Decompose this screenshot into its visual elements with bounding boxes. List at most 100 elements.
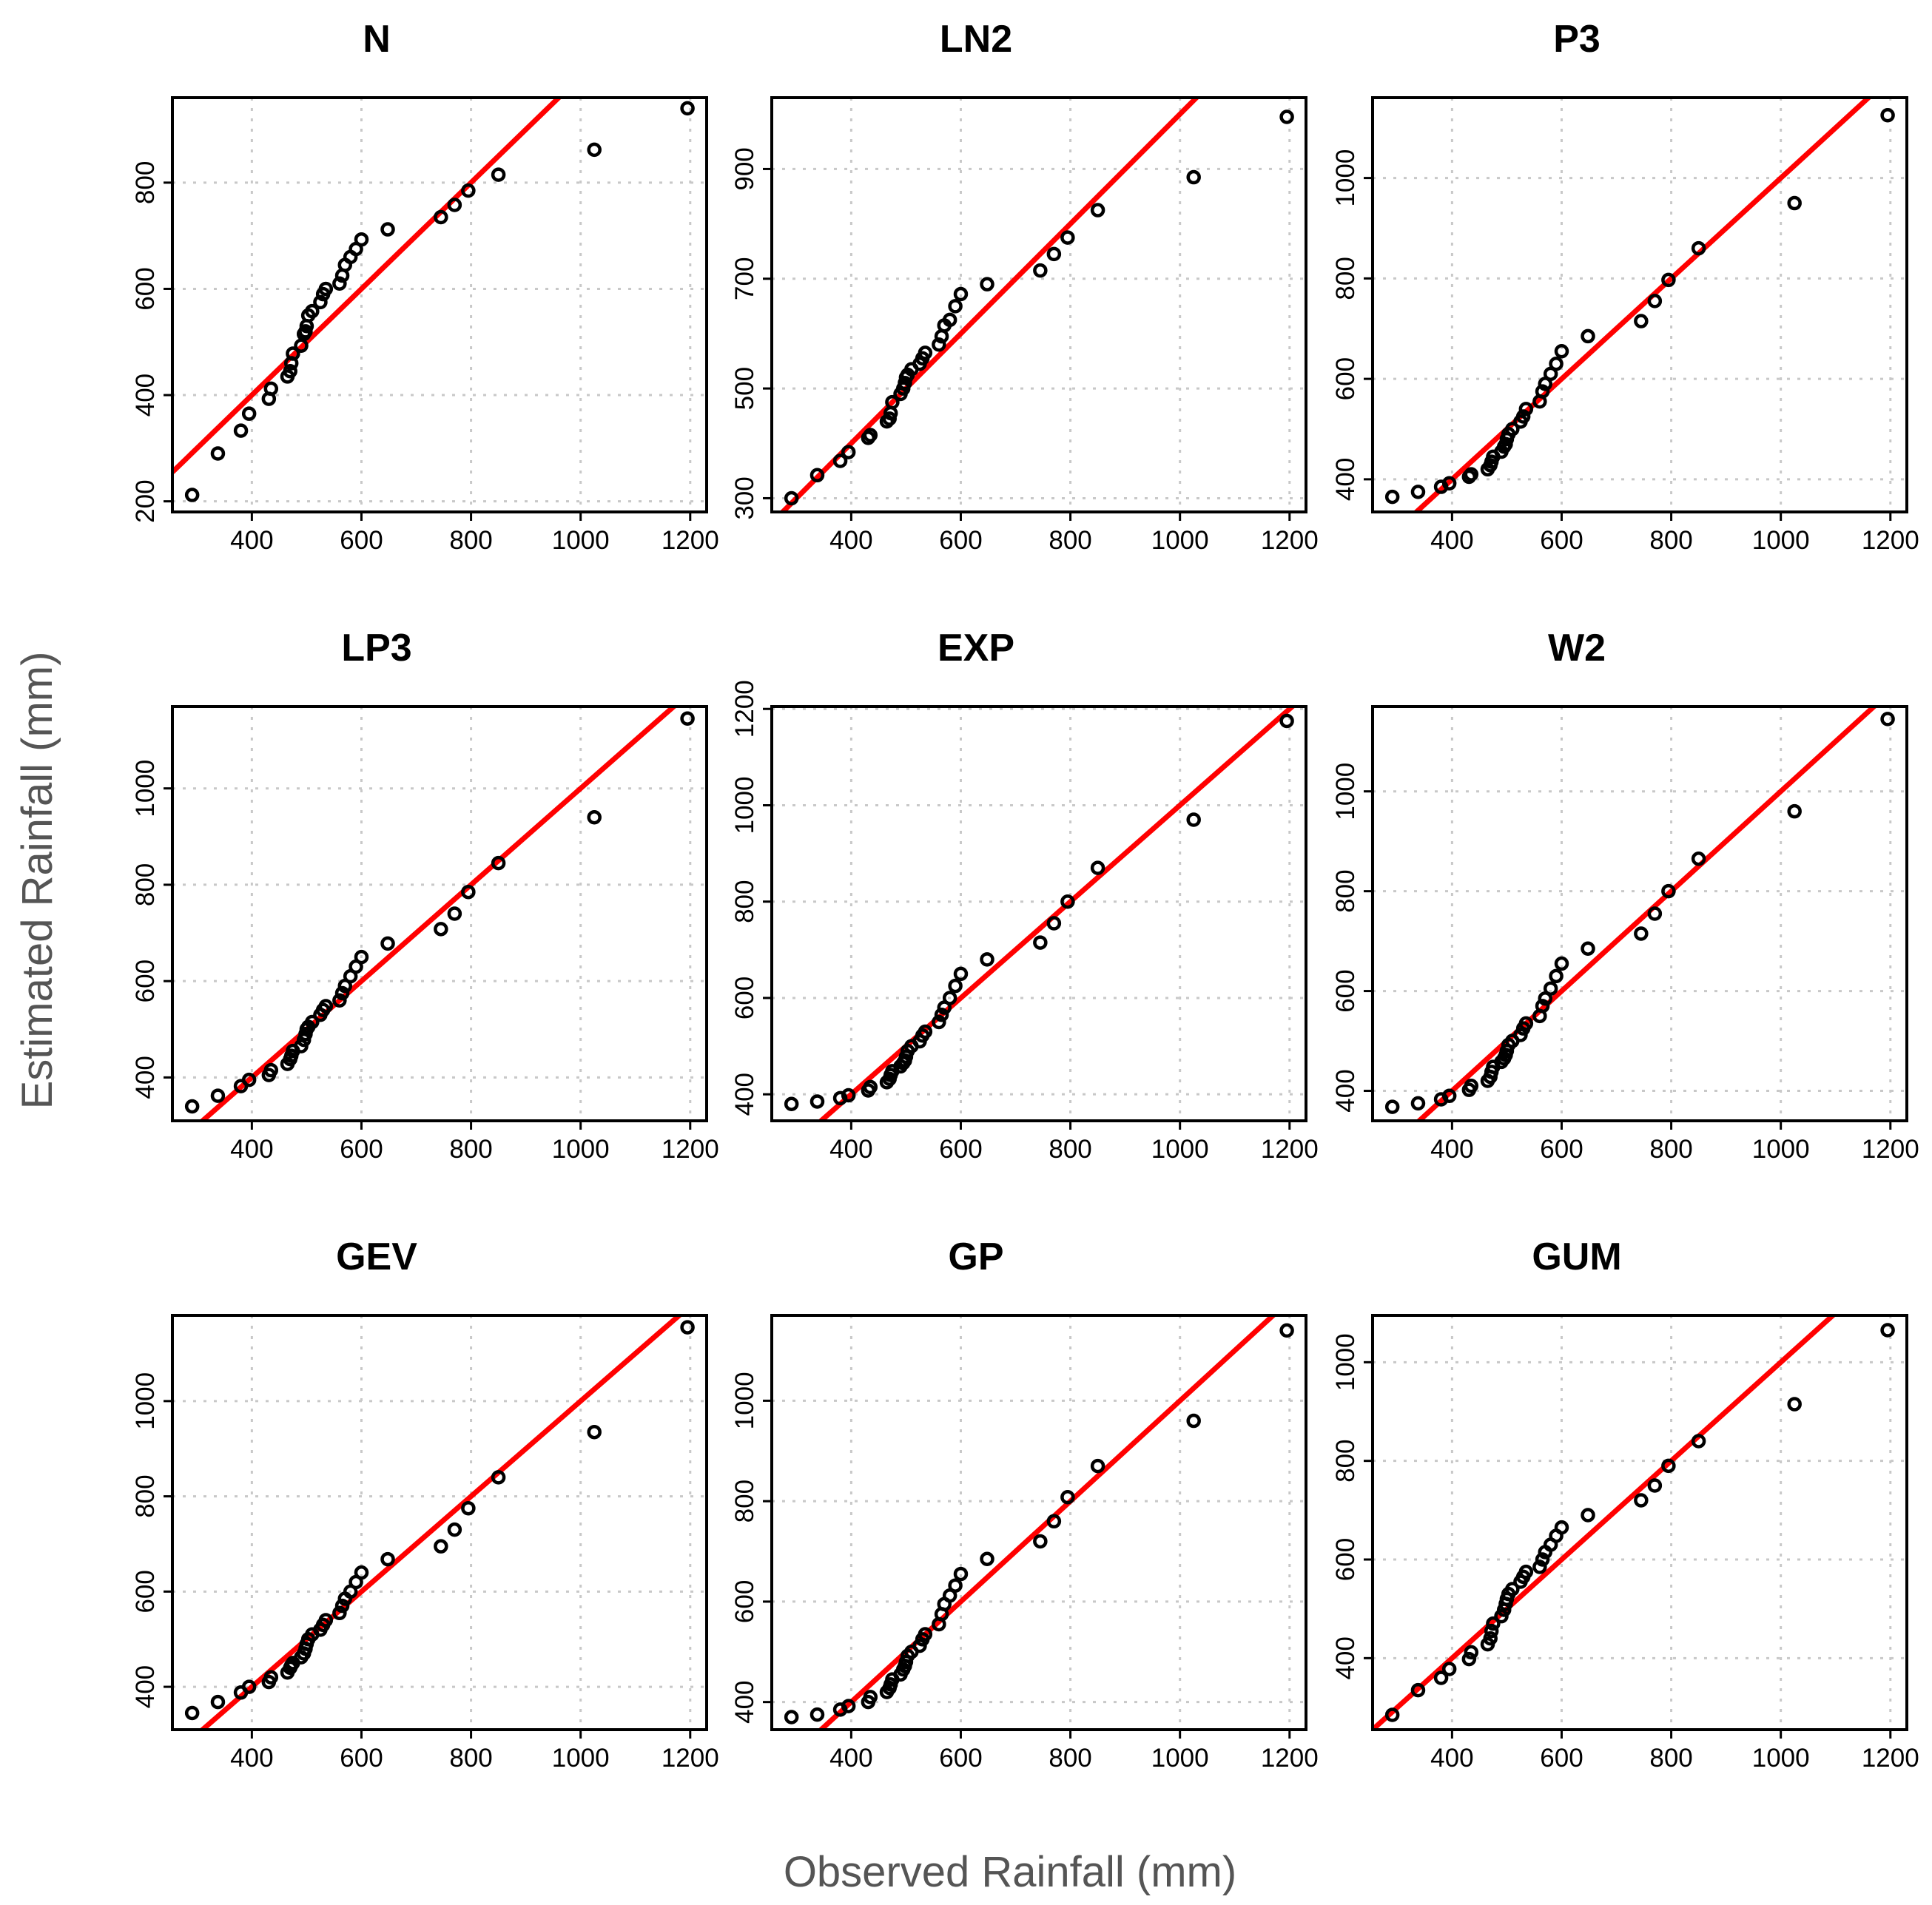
data-point — [1060, 230, 1075, 245]
x-tick-label: 1000 — [552, 526, 610, 555]
data-point — [1279, 713, 1294, 729]
data-point — [332, 1605, 347, 1621]
panel-gp: GP 400 600 800 1000 1200 400 600 800 1000 — [730, 1235, 1319, 1773]
data-point — [1518, 402, 1534, 417]
data-point — [332, 993, 347, 1008]
plot-frame — [171, 705, 708, 1122]
reference-line — [1415, 707, 1878, 1121]
data-layer — [778, 98, 1294, 512]
y-tick-label: 800 — [131, 863, 160, 906]
x-tick-label: 1200 — [1862, 1744, 1919, 1773]
y-tick-label: 800 — [730, 880, 759, 923]
data-point — [784, 490, 799, 506]
x-tick-label: 1200 — [1862, 1135, 1919, 1164]
data-point — [1661, 1458, 1676, 1474]
plot-frame — [1371, 1314, 1908, 1731]
panel-title: LP3 — [341, 627, 411, 670]
data-point — [1410, 1096, 1426, 1111]
panel-gum: GUM 400 600 800 1000 1200 400 600 800 1000 — [1331, 1235, 1919, 1773]
data-point — [810, 1094, 825, 1109]
data-point — [1691, 852, 1706, 866]
y-tick-label: 800 — [1331, 869, 1360, 912]
y-tick-label: 1000 — [730, 777, 759, 835]
data-point — [1464, 1079, 1479, 1093]
panel-title: EXP — [938, 627, 1014, 670]
plot-frame — [1371, 705, 1908, 1122]
panel-w2: W2 400 600 800 1000 1200 400 600 800 1000 — [1331, 627, 1919, 1164]
x-tick-label: 1000 — [552, 1744, 610, 1773]
data-layer — [784, 707, 1296, 1121]
x-tick-label: 1200 — [662, 526, 719, 555]
data-layer — [1384, 707, 1895, 1121]
data-point — [1484, 1623, 1499, 1639]
data-point — [953, 286, 969, 302]
x-tick-label: 1000 — [1151, 526, 1209, 555]
data-point — [1046, 246, 1062, 262]
y-tick-label: 400 — [1331, 1069, 1360, 1112]
y-tick-label: 400 — [730, 1073, 759, 1116]
x-tick-label: 600 — [1540, 1744, 1583, 1773]
y-tick-label: 800 — [131, 161, 160, 204]
x-tick-label: 400 — [230, 1744, 273, 1773]
data-point — [1441, 1662, 1457, 1676]
plot-frame — [770, 96, 1307, 513]
data-point — [1647, 294, 1663, 308]
data-point — [283, 363, 297, 379]
data-point — [233, 423, 249, 438]
reference-line — [1373, 1315, 1837, 1730]
plot-frame — [770, 705, 1307, 1122]
x-tick-label: 1000 — [1752, 1744, 1810, 1773]
data-point — [1518, 1564, 1534, 1579]
y-tick-label: 600 — [131, 960, 160, 1002]
y-tick-label: 600 — [1331, 1538, 1360, 1581]
data-point — [932, 337, 946, 352]
data-point — [491, 167, 506, 182]
reference-line — [778, 98, 1200, 512]
y-axis-label: Estimated Rainfall (mm) — [13, 652, 61, 1110]
data-point — [305, 303, 320, 319]
data-point — [1691, 1434, 1706, 1449]
data-point — [587, 1424, 602, 1440]
data-point — [461, 1500, 476, 1516]
x-axis-label: Observed Rainfall (mm) — [784, 1848, 1236, 1896]
data-layer — [1384, 98, 1895, 512]
reference-line — [172, 98, 563, 474]
data-point — [1661, 272, 1676, 288]
data-point — [918, 345, 933, 360]
data-point — [918, 1024, 933, 1039]
data-point — [263, 381, 279, 397]
y-tick-label: 500 — [730, 367, 759, 410]
x-tick-label: 800 — [1649, 1135, 1692, 1164]
x-tick-label: 600 — [939, 526, 982, 555]
panel-title: GEV — [336, 1235, 417, 1278]
data-point — [1543, 981, 1558, 996]
data-point — [1384, 1707, 1400, 1722]
data-point — [1486, 1616, 1501, 1631]
data-point — [841, 445, 856, 459]
data-point — [380, 936, 395, 951]
data-point — [184, 1099, 200, 1114]
x-tick-label: 400 — [829, 1135, 872, 1164]
data-point — [434, 922, 448, 937]
data-point — [1505, 1582, 1520, 1597]
data-point — [1441, 476, 1457, 491]
data-layer — [172, 98, 695, 502]
panel-p3: P3 400 600 800 1000 1200 400 600 800 1000 — [1331, 18, 1919, 555]
data-point — [1880, 108, 1895, 123]
data-point — [447, 198, 462, 212]
panel-title: W2 — [1548, 627, 1606, 670]
x-tick-label: 400 — [230, 1135, 273, 1164]
data-point — [461, 884, 476, 900]
data-point — [305, 1014, 320, 1030]
data-point — [1046, 1514, 1062, 1529]
x-tick-label: 400 — [230, 526, 273, 555]
data-point — [1384, 489, 1400, 505]
y-tick-label: 1200 — [730, 680, 759, 738]
y-tick-label: 600 — [131, 267, 160, 310]
y-tick-label: 600 — [1331, 357, 1360, 400]
data-point — [1787, 1397, 1802, 1412]
y-tick-label: 400 — [730, 1680, 759, 1723]
y-tick-label: 400 — [1331, 458, 1360, 501]
data-layer — [184, 1315, 695, 1730]
panel-gev: GEV 400 600 800 1000 1200 400 600 800 1000 — [131, 1235, 719, 1773]
